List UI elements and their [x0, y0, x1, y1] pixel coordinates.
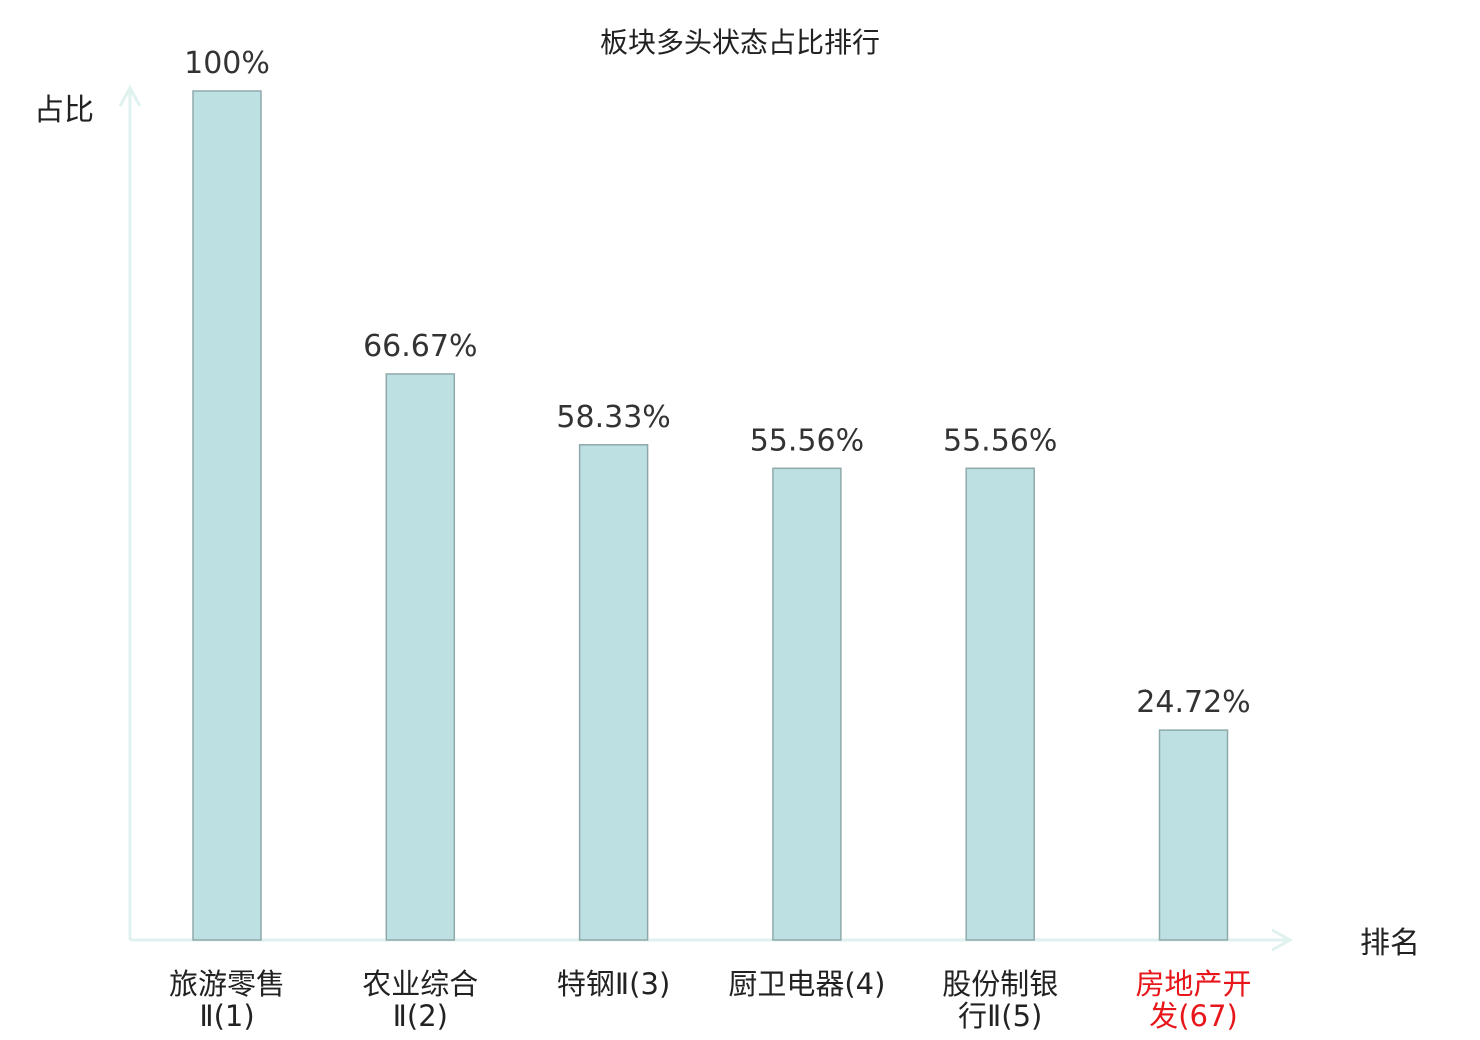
- data-label: 55.56%: [943, 423, 1057, 458]
- bar: [578, 444, 649, 941]
- x-tick-label: 旅游零售: [169, 967, 285, 1001]
- bar: [192, 90, 262, 941]
- x-tick-label: 发(67): [1149, 999, 1238, 1033]
- x-tick-label: 行Ⅱ(5): [958, 999, 1042, 1033]
- x-tick-label: 厨卫电器(4): [728, 967, 885, 1001]
- x-tick-label: 股份制银: [942, 967, 1058, 1001]
- chart-title: 板块多头状态占比排行: [600, 26, 880, 59]
- x-axis-arrow: [1271, 928, 1294, 952]
- x-tick-label: Ⅱ(2): [393, 999, 448, 1033]
- y-axis-label: 占比: [34, 93, 94, 128]
- bar: [965, 467, 1035, 941]
- x-tick-label: 特钢Ⅱ(3): [557, 967, 670, 1001]
- bar: [772, 467, 842, 941]
- bars: [192, 90, 1229, 941]
- y-axis-arrow: [118, 84, 142, 107]
- x-tick-label: Ⅱ(1): [199, 999, 254, 1033]
- x-tick-label: 房地产开: [1135, 967, 1251, 1001]
- axes: [118, 84, 1294, 952]
- data-label: 100%: [184, 46, 270, 81]
- data-labels: 100% 66.67% 58.33% 55.56% 55.56% 24.72%: [184, 46, 1251, 720]
- bar: [1158, 729, 1229, 941]
- x-tick-label: 农业综合: [362, 967, 478, 1001]
- data-label: 24.72%: [1136, 685, 1250, 720]
- bar: [385, 373, 456, 941]
- x-axis-label: 排名: [1360, 926, 1420, 961]
- data-label: 58.33%: [556, 400, 670, 435]
- data-label: 55.56%: [750, 423, 864, 458]
- data-label: 66.67%: [363, 329, 477, 364]
